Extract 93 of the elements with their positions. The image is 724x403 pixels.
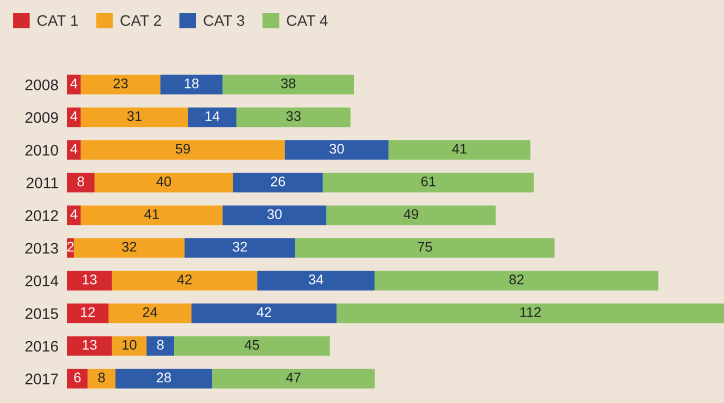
data-label: 30 xyxy=(267,209,282,220)
data-label: 8 xyxy=(157,340,164,350)
data-label: 10 xyxy=(122,340,136,350)
y-tick-label: 2008 xyxy=(25,79,58,90)
bar xyxy=(236,107,351,128)
bar xyxy=(336,304,724,324)
data-label: 112 xyxy=(520,307,541,317)
data-label: 26 xyxy=(270,176,286,186)
data-label: 34 xyxy=(308,274,324,284)
bar xyxy=(174,336,330,356)
bar xyxy=(67,304,108,324)
bar xyxy=(295,238,555,258)
data-label: 59 xyxy=(176,144,190,154)
data-label: 47 xyxy=(286,372,301,382)
bar xyxy=(67,205,81,226)
bar xyxy=(74,238,185,258)
bar xyxy=(257,270,375,290)
legend-label: CAT 3 xyxy=(204,15,244,26)
y-tick-label: 2012 xyxy=(25,210,58,221)
data-label: 45 xyxy=(244,340,260,350)
y-tick-label: 2015 xyxy=(25,308,58,320)
data-label: 33 xyxy=(286,111,301,122)
data-label: 4 xyxy=(70,144,78,154)
y-tick-label: 2014 xyxy=(25,276,58,286)
data-label: 41 xyxy=(144,209,159,219)
bar xyxy=(112,336,147,356)
bar xyxy=(146,336,174,356)
data-label: 82 xyxy=(509,274,524,284)
data-label: 42 xyxy=(177,274,192,284)
bar xyxy=(94,172,233,192)
y-tick-label: 2011 xyxy=(26,177,58,188)
data-label: 49 xyxy=(404,209,418,220)
bar xyxy=(191,304,337,324)
bar xyxy=(67,336,112,356)
bar xyxy=(88,368,116,388)
data-label: 75 xyxy=(418,242,432,252)
bar xyxy=(160,74,223,94)
legend-label: CAT 2 xyxy=(120,15,161,26)
data-label: 6 xyxy=(74,372,81,382)
bar xyxy=(115,368,212,388)
data-label: 4 xyxy=(70,111,78,121)
data-label: 28 xyxy=(156,372,171,382)
data-label: 40 xyxy=(156,176,172,186)
bar xyxy=(67,74,81,94)
bar xyxy=(67,368,88,388)
y-tick-label: 2009 xyxy=(25,112,58,123)
bar xyxy=(388,140,530,160)
bar xyxy=(112,270,258,290)
bar xyxy=(80,140,285,160)
data-label: 42 xyxy=(256,307,272,317)
data-label: 30 xyxy=(330,144,344,154)
legend-label: CAT 1 xyxy=(37,15,78,26)
data-label: 31 xyxy=(127,111,142,122)
y-tick-label: 2010 xyxy=(25,144,58,156)
bar xyxy=(284,140,389,160)
data-label: 41 xyxy=(452,144,467,154)
bar xyxy=(80,107,188,128)
bar xyxy=(108,304,192,324)
y-tick-label: 2016 xyxy=(25,340,58,352)
data-label: 4 xyxy=(70,78,78,88)
bar xyxy=(184,238,296,258)
data-label: 2 xyxy=(67,242,74,252)
data-label: 13 xyxy=(82,340,97,350)
bar xyxy=(222,74,354,94)
bar xyxy=(374,270,658,290)
bar xyxy=(188,107,236,128)
data-label: 4 xyxy=(70,209,78,219)
data-label: 8 xyxy=(78,176,84,186)
bar xyxy=(67,107,81,128)
bar xyxy=(222,205,326,226)
data-label: 24 xyxy=(142,307,158,317)
bar xyxy=(67,270,112,290)
data-label: 23 xyxy=(114,78,128,88)
data-label: 32 xyxy=(232,242,247,252)
bar xyxy=(326,205,496,226)
data-label: 18 xyxy=(184,78,199,88)
data-label: 13 xyxy=(82,274,97,284)
data-label: 32 xyxy=(122,242,136,252)
data-label: 14 xyxy=(206,111,220,121)
bar xyxy=(322,172,534,192)
legend-label: CAT 4 xyxy=(286,15,328,26)
bar xyxy=(67,140,81,160)
data-label: 8 xyxy=(98,372,105,382)
y-tick-label: 2013 xyxy=(25,242,58,254)
bar xyxy=(80,205,223,226)
bar xyxy=(80,74,160,94)
bar xyxy=(67,172,95,192)
data-label: 12 xyxy=(81,307,95,317)
y-tick-label: 2017 xyxy=(25,374,58,384)
bar xyxy=(212,368,375,388)
data-label: 61 xyxy=(421,176,436,186)
bar xyxy=(232,172,323,192)
data-label: 38 xyxy=(281,78,296,88)
